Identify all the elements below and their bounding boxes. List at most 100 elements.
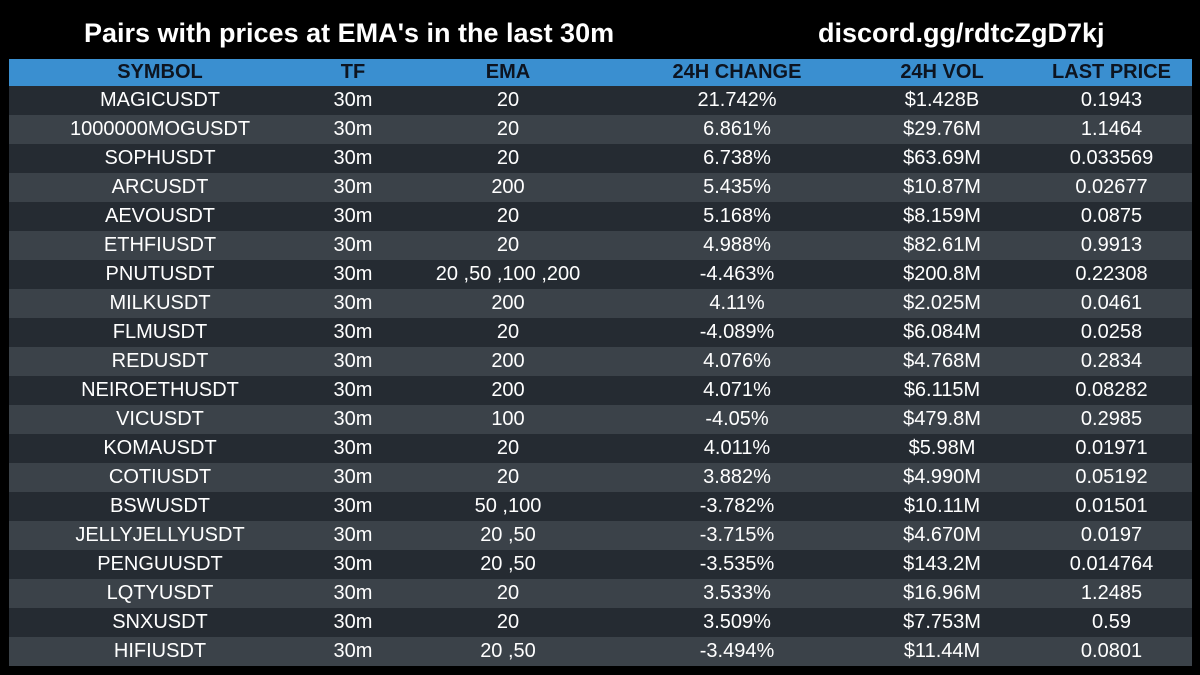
volume-cell: $1.428B <box>853 86 1031 115</box>
table-row[interactable]: REDUSDT 30m 200 4.076% $4.768M 0.2834 <box>9 347 1192 376</box>
price-cell: 0.08282 <box>1031 376 1192 405</box>
price-cell: 0.1943 <box>1031 86 1192 115</box>
table-row[interactable]: ARCUSDT 30m 200 5.435% $10.87M 0.02677 <box>9 173 1192 202</box>
table-row[interactable]: 1000000MOGUSDT 30m 20 6.861% $29.76M 1.1464 <box>9 115 1192 144</box>
tf-cell: 30m <box>311 318 395 347</box>
volume-cell: $5.98M <box>853 434 1031 463</box>
price-cell: 0.59 <box>1031 608 1192 637</box>
ema-cell: 20 ,50 <box>395 550 621 579</box>
ema-cell: 20 <box>395 144 621 173</box>
discord-link[interactable]: discord.gg/rdtcZgD7kj <box>818 18 1105 48</box>
volume-cell: $6.084M <box>853 318 1031 347</box>
tf-cell: 30m <box>311 608 395 637</box>
table-row[interactable]: MILKUSDT 30m 200 4.11% $2.025M 0.0461 <box>9 289 1192 318</box>
change-cell: -4.05% <box>621 405 853 434</box>
table-row[interactable]: KOMAUSDT 30m 20 4.011% $5.98M 0.01971 <box>9 434 1192 463</box>
table-header-row: SYMBOL TF EMA 24H CHANGE 24H VOL LAST PR… <box>9 59 1192 86</box>
price-cell: 1.1464 <box>1031 115 1192 144</box>
change-cell: 5.168% <box>621 202 853 231</box>
ema-cell: 20 <box>395 434 621 463</box>
symbol-cell: PENGUUSDT <box>9 550 311 579</box>
table-row[interactable]: SNXUSDT 30m 20 3.509% $7.753M 0.59 <box>9 608 1192 637</box>
ema-cell: 100 <box>395 405 621 434</box>
volume-cell: $11.44M <box>853 637 1031 666</box>
volume-cell: $143.2M <box>853 550 1031 579</box>
table-row[interactable]: COTIUSDT 30m 20 3.882% $4.990M 0.05192 <box>9 463 1192 492</box>
volume-cell: $82.61M <box>853 231 1031 260</box>
table-row[interactable]: ETHFIUSDT 30m 20 4.988% $82.61M 0.9913 <box>9 231 1192 260</box>
table-row[interactable]: FLMUSDT 30m 20 -4.089% $6.084M 0.0258 <box>9 318 1192 347</box>
table-row[interactable]: JELLYJELLYUSDT 30m 20 ,50 -3.715% $4.670M 0.0… <box>9 521 1192 550</box>
symbol-cell: SOPHUSDT <box>9 144 311 173</box>
price-cell: 0.014764 <box>1031 550 1192 579</box>
table-row[interactable]: SOPHUSDT 30m 20 6.738% $63.69M 0.033569 <box>9 144 1192 173</box>
volume-cell: $7.753M <box>853 608 1031 637</box>
ema-cell: 20 ,50 <box>395 637 621 666</box>
tf-cell: 30m <box>311 202 395 231</box>
column-header-symbol[interactable]: SYMBOL <box>9 59 311 86</box>
symbol-cell: VICUSDT <box>9 405 311 434</box>
volume-cell: $2.025M <box>853 289 1031 318</box>
change-cell: -3.715% <box>621 521 853 550</box>
column-header-24h-vol[interactable]: 24H VOL <box>853 59 1031 86</box>
symbol-cell: NEIROETHUSDT <box>9 376 311 405</box>
price-cell: 0.0461 <box>1031 289 1192 318</box>
volume-cell: $10.11M <box>853 492 1031 521</box>
tf-cell: 30m <box>311 289 395 318</box>
table-row[interactable]: MAGICUSDT 30m 20 21.742% $1.428B 0.1943 <box>9 86 1192 115</box>
table-row[interactable]: LQTYUSDT 30m 20 3.533% $16.96M 1.2485 <box>9 579 1192 608</box>
price-cell: 1.2485 <box>1031 579 1192 608</box>
change-cell: 5.435% <box>621 173 853 202</box>
column-header-tf[interactable]: TF <box>311 59 395 86</box>
table-body: MAGICUSDT 30m 20 21.742% $1.428B 0.1943 100000… <box>9 86 1192 666</box>
price-cell: 0.22308 <box>1031 260 1192 289</box>
volume-cell: $200.8M <box>853 260 1031 289</box>
ema-cell: 20 <box>395 202 621 231</box>
table-row[interactable]: PENGUUSDT 30m 20 ,50 -3.535% $143.2M 0.014764 <box>9 550 1192 579</box>
symbol-cell: REDUSDT <box>9 347 311 376</box>
change-cell: -3.494% <box>621 637 853 666</box>
column-header-24h-change[interactable]: 24H CHANGE <box>621 59 853 86</box>
change-cell: -3.535% <box>621 550 853 579</box>
change-cell: 3.882% <box>621 463 853 492</box>
symbol-cell: KOMAUSDT <box>9 434 311 463</box>
ema-cell: 20 <box>395 608 621 637</box>
table-row[interactable]: AEVOUSDT 30m 20 5.168% $8.159M 0.0875 <box>9 202 1192 231</box>
column-header-last-price[interactable]: LAST PRICE <box>1031 59 1192 86</box>
volume-cell: $479.8M <box>853 405 1031 434</box>
change-cell: -4.463% <box>621 260 853 289</box>
change-cell: 6.861% <box>621 115 853 144</box>
ema-cell: 200 <box>395 289 621 318</box>
volume-cell: $4.670M <box>853 521 1031 550</box>
volume-cell: $10.87M <box>853 173 1031 202</box>
price-cell: 0.0258 <box>1031 318 1192 347</box>
volume-cell: $6.115M <box>853 376 1031 405</box>
ema-cell: 20 <box>395 579 621 608</box>
symbol-cell: BSWUSDT <box>9 492 311 521</box>
change-cell: 3.533% <box>621 579 853 608</box>
price-cell: 0.0875 <box>1031 202 1192 231</box>
column-header-ema[interactable]: EMA <box>395 59 621 86</box>
table-row[interactable]: NEIROETHUSDT 30m 200 4.071% $6.115M 0.08282 <box>9 376 1192 405</box>
symbol-cell: PNUTUSDT <box>9 260 311 289</box>
price-cell: 0.0197 <box>1031 521 1192 550</box>
tf-cell: 30m <box>311 173 395 202</box>
symbol-cell: MILKUSDT <box>9 289 311 318</box>
price-cell: 0.033569 <box>1031 144 1192 173</box>
table-row[interactable]: VICUSDT 30m 100 -4.05% $479.8M 0.2985 <box>9 405 1192 434</box>
ema-cell: 20 <box>395 318 621 347</box>
symbol-cell: MAGICUSDT <box>9 86 311 115</box>
change-cell: 4.071% <box>621 376 853 405</box>
symbol-cell: JELLYJELLYUSDT <box>9 521 311 550</box>
tf-cell: 30m <box>311 144 395 173</box>
table-row[interactable]: BSWUSDT 30m 50 ,100 -3.782% $10.11M 0.01501 <box>9 492 1192 521</box>
symbol-cell: HIFIUSDT <box>9 637 311 666</box>
pairs-table-container: SYMBOL TF EMA 24H CHANGE 24H VOL LAST PR… <box>9 59 1192 668</box>
table-row[interactable]: PNUTUSDT 30m 20 ,50 ,100 ,200 -4.463% $200.8… <box>9 260 1192 289</box>
price-cell: 0.01971 <box>1031 434 1192 463</box>
tf-cell: 30m <box>311 115 395 144</box>
symbol-cell: ARCUSDT <box>9 173 311 202</box>
table-row[interactable]: HIFIUSDT 30m 20 ,50 -3.494% $11.44M 0.0801 <box>9 637 1192 666</box>
tf-cell: 30m <box>311 463 395 492</box>
tf-cell: 30m <box>311 521 395 550</box>
